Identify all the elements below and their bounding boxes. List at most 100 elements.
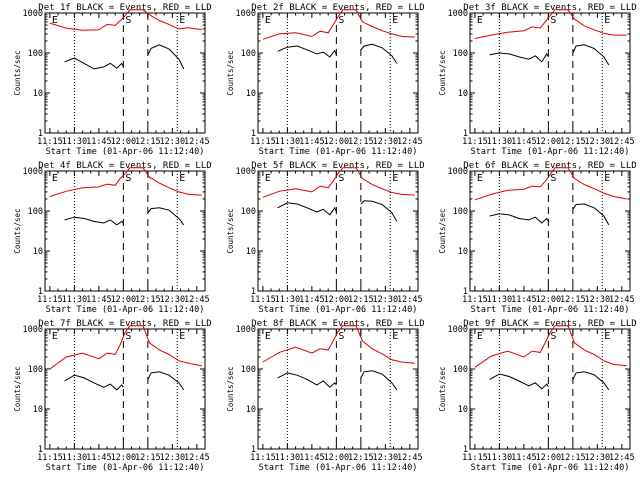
series-events-segment-1 bbox=[64, 57, 124, 70]
series-lld-line bbox=[474, 167, 627, 201]
x-axis-label: Start Time (01-Apr-06 11:12:40) bbox=[46, 463, 205, 473]
x-tick-label: 12:30 bbox=[585, 137, 611, 147]
series-events-segment-2 bbox=[572, 203, 610, 226]
x-tick-label: 12:00 bbox=[324, 295, 350, 305]
y-tick-label: 1000 bbox=[23, 167, 43, 177]
series-events-segment-2 bbox=[147, 207, 185, 226]
marker-e: E bbox=[52, 331, 58, 342]
marker-s: S bbox=[338, 331, 344, 342]
x-tick-label: 12:30 bbox=[373, 453, 399, 463]
series-events-segment-2 bbox=[572, 371, 610, 391]
x-tick-label: 12:00 bbox=[536, 295, 562, 305]
panel-title: Det 2f BLACK = Events, RED = LLD bbox=[251, 3, 424, 13]
x-tick-label: 12:45 bbox=[609, 453, 635, 463]
x-tick-label: 12:30 bbox=[160, 295, 186, 305]
y-tick-label: 1 bbox=[251, 287, 256, 297]
panel-det-6: Det 6f BLACK = Events, RED = LLD 1 10 100 10… bbox=[438, 161, 637, 315]
marker-e: E bbox=[52, 15, 58, 26]
x-axis-label: Start Time (01-Apr-06 11:12:40) bbox=[259, 305, 418, 315]
panel-title: Det 6f BLACK = Events, RED = LLD bbox=[463, 161, 636, 171]
x-tick-label: 12:00 bbox=[536, 453, 562, 463]
x-tick-label: 12:30 bbox=[585, 295, 611, 305]
y-axis-label: Counts/sec bbox=[438, 50, 447, 95]
x-tick-label: 12:45 bbox=[609, 295, 635, 305]
y-tick-label: 1 bbox=[38, 129, 43, 139]
panel-title: Det 8f BLACK = Events, RED = LLD bbox=[251, 319, 424, 329]
x-tick-label: 12:15 bbox=[348, 137, 374, 147]
y-tick-label: 1 bbox=[38, 287, 43, 297]
plot-frame bbox=[44, 170, 206, 292]
y-axis-label: Counts/sec bbox=[226, 50, 235, 95]
y-tick-label: 1 bbox=[251, 445, 256, 455]
marker-e: E bbox=[477, 173, 483, 184]
y-axis-label: Counts/sec bbox=[13, 208, 22, 253]
x-tick-label: 11:30 bbox=[487, 137, 513, 147]
y-tick-label: 1000 bbox=[236, 167, 256, 177]
marker-e: E bbox=[604, 173, 610, 184]
panel-det-5: Det 5f BLACK = Events, RED = LLD 1 10 100 10… bbox=[226, 161, 425, 315]
plot-frame bbox=[469, 12, 631, 134]
x-tick-label: 12:45 bbox=[184, 137, 210, 147]
marker-s: S bbox=[125, 173, 131, 184]
plot-frame bbox=[257, 328, 419, 450]
panel-title: Det 7f BLACK = Events, RED = LLD bbox=[38, 319, 211, 329]
y-tick-label: 10 bbox=[458, 405, 468, 415]
panel-det-8: Det 8f BLACK = Events, RED = LLD 1 10 100 10… bbox=[226, 319, 425, 473]
x-tick-label: 12:45 bbox=[609, 137, 635, 147]
y-tick-label: 100 bbox=[28, 365, 43, 375]
panel-det-1: Det 1f BLACK = Events, RED = LLD 1 10 100 10… bbox=[13, 3, 212, 157]
x-tick-label: 11:45 bbox=[299, 453, 325, 463]
y-tick-label: 10 bbox=[246, 89, 256, 99]
x-tick-label: 11:45 bbox=[511, 453, 537, 463]
x-tick-label: 12:00 bbox=[324, 137, 350, 147]
marker-e: E bbox=[52, 173, 58, 184]
series-events-segment-2 bbox=[147, 371, 185, 391]
y-tick-label: 100 bbox=[28, 207, 43, 217]
marker-e: E bbox=[179, 15, 185, 26]
series-events-segment-1 bbox=[489, 52, 549, 63]
x-tick-label: 12:30 bbox=[160, 453, 186, 463]
y-tick-label: 10 bbox=[458, 247, 468, 257]
x-tick-label: 12:15 bbox=[348, 295, 374, 305]
series-events-segment-2 bbox=[572, 44, 610, 66]
panel-title: Det 3f BLACK = Events, RED = LLD bbox=[463, 3, 636, 13]
series-lld-line bbox=[49, 9, 202, 31]
x-axis-label: Start Time (01-Apr-06 11:12:40) bbox=[259, 147, 418, 157]
y-axis-label: Counts/sec bbox=[438, 366, 447, 411]
panel-det-9: Det 9f BLACK = Events, RED = LLD 1 10 100 10… bbox=[438, 319, 637, 473]
x-tick-label: 11:15 bbox=[250, 295, 276, 305]
series-events-segment-1 bbox=[489, 213, 549, 224]
panel-title: Det 9f BLACK = Events, RED = LLD bbox=[463, 319, 636, 329]
panel-title: Det 1f BLACK = Events, RED = LLD bbox=[38, 3, 211, 13]
plot-frame bbox=[257, 170, 419, 292]
y-tick-label: 1000 bbox=[23, 325, 43, 335]
x-tick-label: 11:45 bbox=[86, 453, 112, 463]
x-tick-label: 11:15 bbox=[250, 137, 276, 147]
x-tick-label: 12:15 bbox=[135, 453, 161, 463]
marker-e: E bbox=[179, 173, 185, 184]
y-axis-label: Counts/sec bbox=[226, 208, 235, 253]
x-tick-label: 11:15 bbox=[37, 453, 63, 463]
series-events-segment-1 bbox=[277, 202, 337, 216]
x-tick-label: 11:15 bbox=[462, 295, 488, 305]
marker-e: E bbox=[477, 15, 483, 26]
series-lld-line bbox=[474, 325, 627, 368]
series-events-segment-2 bbox=[360, 370, 398, 391]
marker-s: S bbox=[550, 173, 556, 184]
series-events-segment-1 bbox=[489, 373, 549, 390]
y-tick-label: 1 bbox=[38, 445, 43, 455]
panel-det-3: Det 3f BLACK = Events, RED = LLD 1 10 100 10… bbox=[438, 3, 637, 157]
x-tick-label: 11:45 bbox=[511, 137, 537, 147]
y-tick-label: 1000 bbox=[448, 9, 468, 19]
x-tick-label: 12:15 bbox=[560, 137, 586, 147]
marker-e: E bbox=[179, 331, 185, 342]
series-events-segment-2 bbox=[360, 200, 398, 222]
x-tick-label: 11:30 bbox=[62, 137, 88, 147]
x-tick-label: 12:00 bbox=[324, 453, 350, 463]
plot-frame bbox=[257, 12, 419, 134]
series-lld-line bbox=[474, 9, 627, 39]
marker-e: E bbox=[265, 15, 271, 26]
marker-e: E bbox=[604, 15, 610, 26]
marker-e: E bbox=[392, 15, 398, 26]
